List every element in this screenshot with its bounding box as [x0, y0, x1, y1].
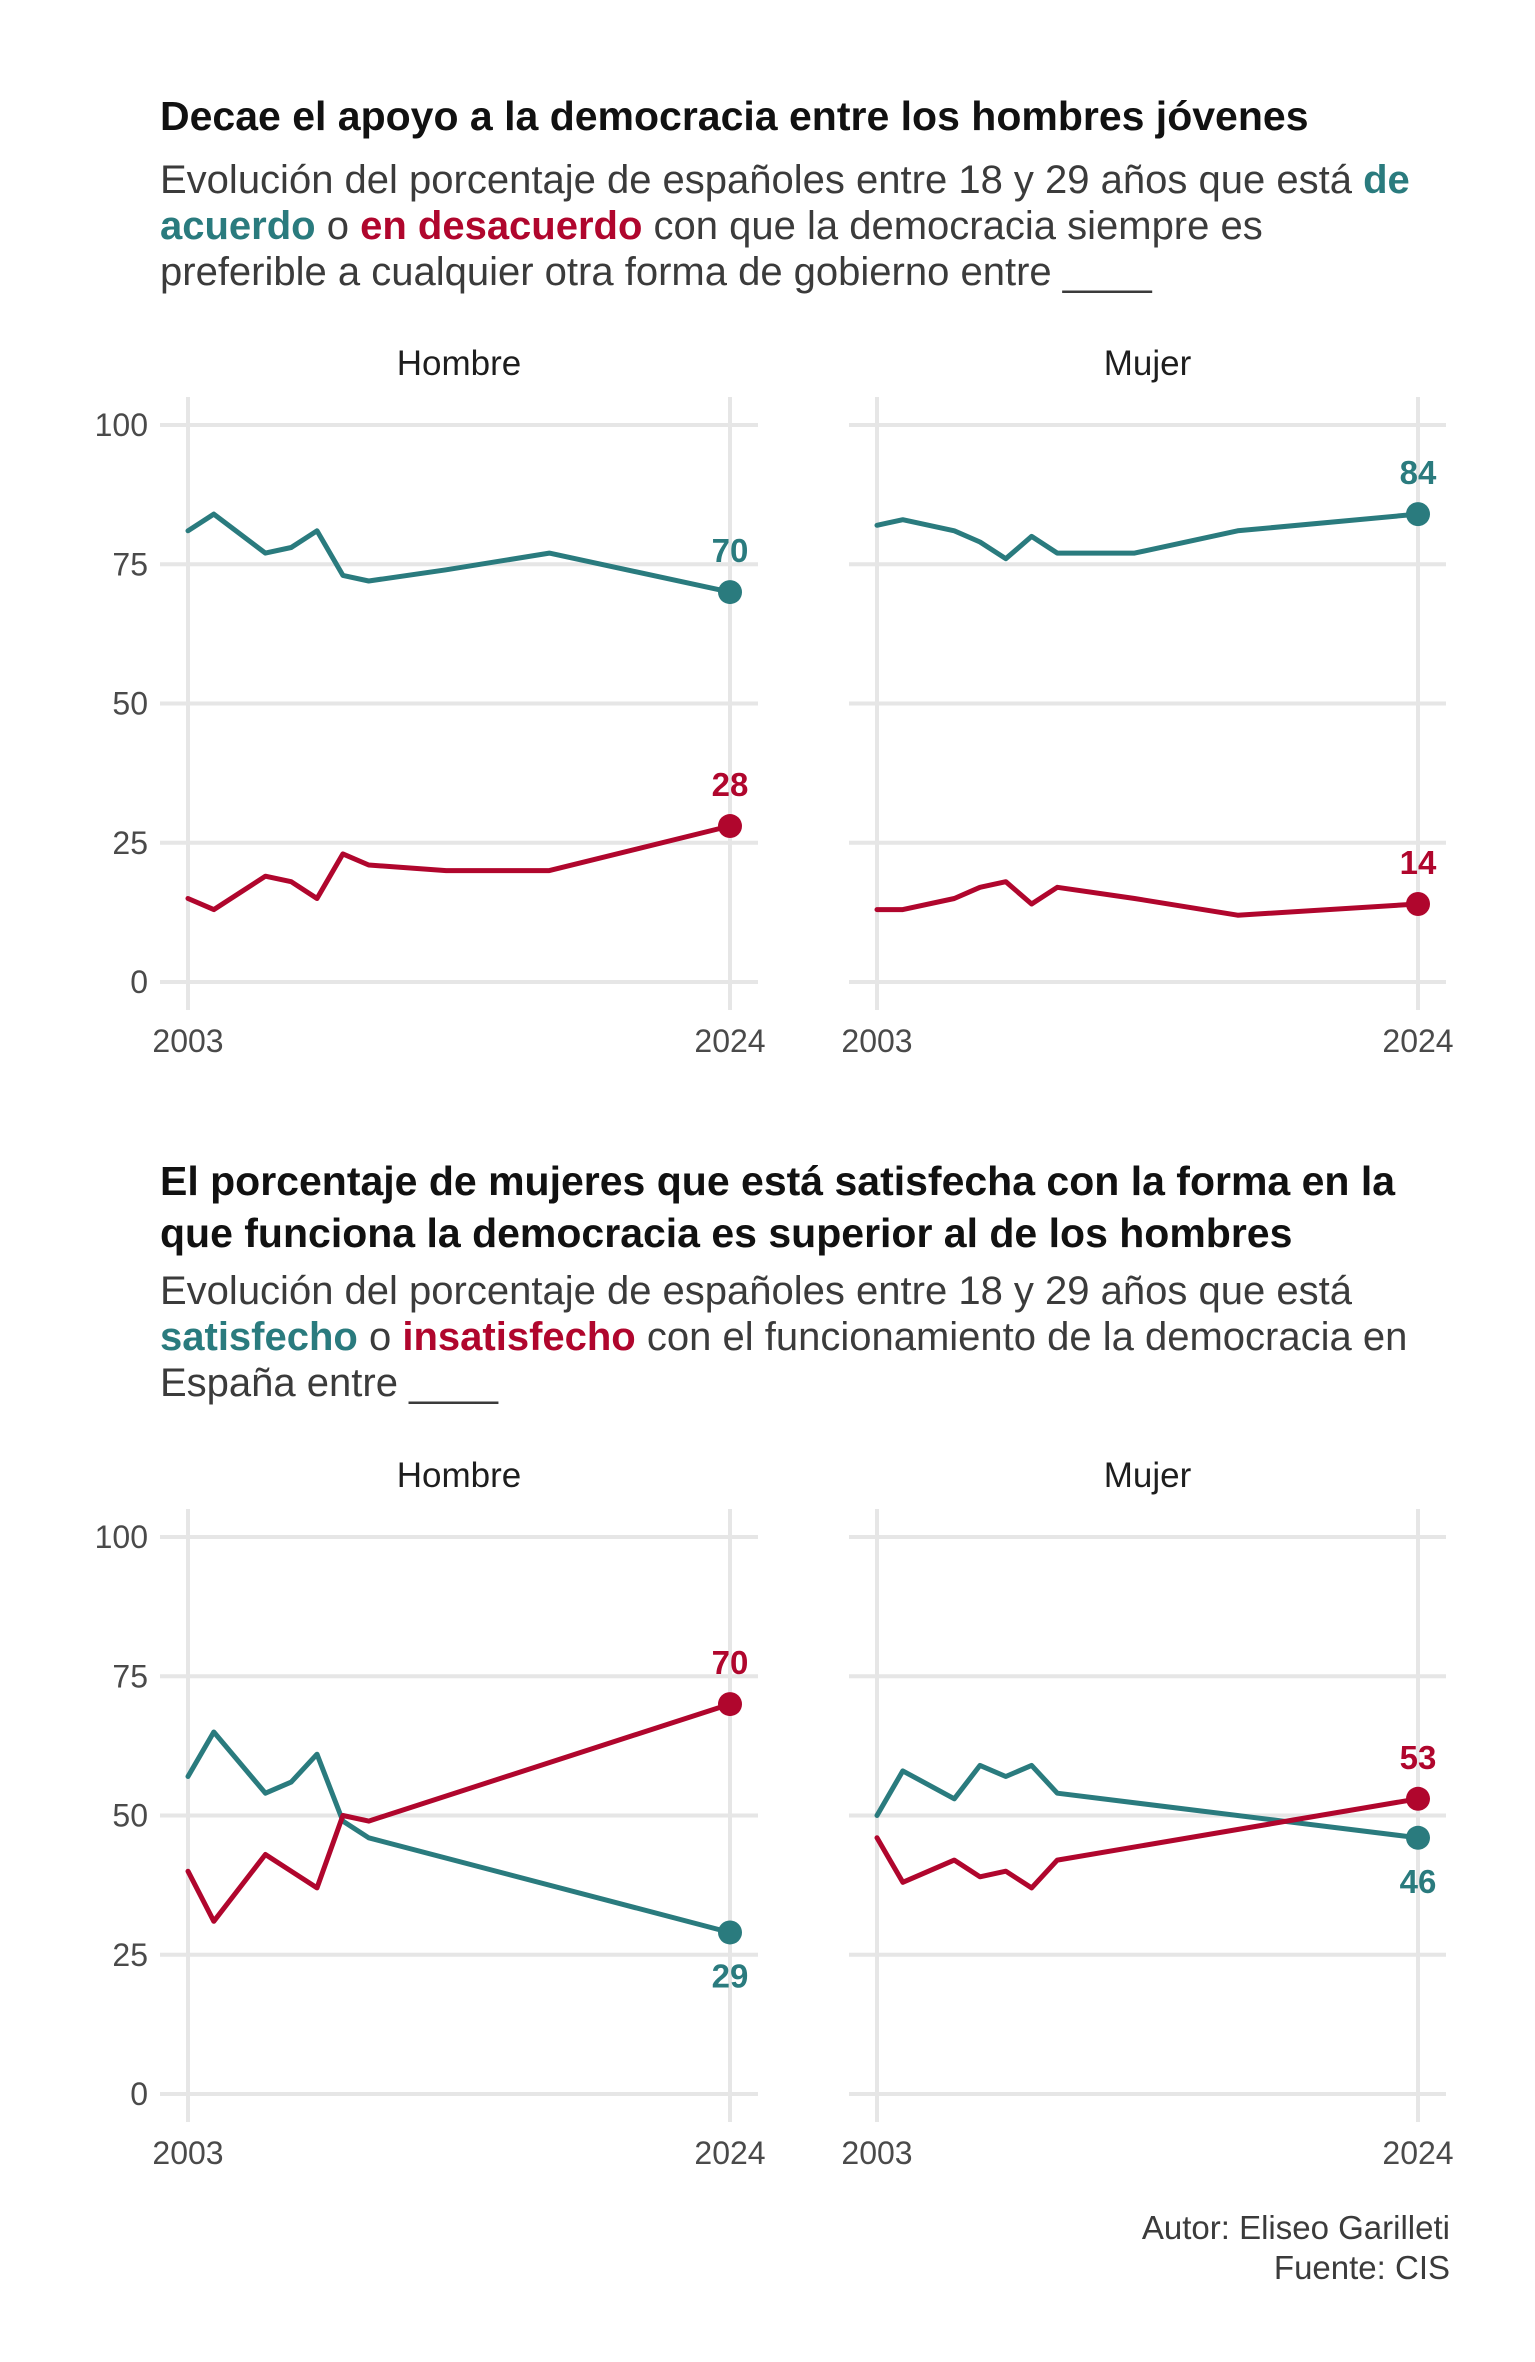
x-tick-label: 2024 — [694, 2135, 765, 2171]
x-tick-label: 2003 — [841, 1023, 912, 1059]
chart-support-mujer: Mujer 2003 2024 84 14 — [841, 344, 1453, 1059]
facet-label: Hombre — [397, 1456, 521, 1495]
y-tick-label: 100 — [95, 407, 148, 443]
end-label-positive: 70 — [712, 532, 749, 569]
legend-positive: de acuerdo — [160, 158, 1410, 248]
y-tick-label: 75 — [112, 546, 148, 582]
y-tick-label: 25 — [112, 1937, 148, 1973]
end-label-negative: 53 — [1400, 1739, 1437, 1776]
end-label-negative: 70 — [712, 1644, 749, 1681]
x-tick-label: 2024 — [1382, 2135, 1453, 2171]
y-tick-label: 75 — [112, 1658, 148, 1694]
end-point-positive — [1406, 1825, 1430, 1850]
end-point-negative — [718, 1692, 742, 1717]
end-label-positive: 84 — [1400, 454, 1437, 491]
y-tick-label: 0 — [130, 964, 148, 1000]
legend-negative: en desacuerdo — [360, 204, 643, 248]
legend-negative: insatisfecho — [402, 1315, 636, 1359]
x-tick-label: 2003 — [152, 2135, 223, 2171]
y-tick-label: 100 — [95, 1519, 148, 1555]
end-label-negative: 28 — [712, 766, 749, 803]
end-label-negative: 14 — [1400, 844, 1437, 881]
chart-satisfaction-hombre: Hombre 0 25 50 75 100 2003 2024 29 70 — [95, 1456, 766, 2171]
y-tick-label: 0 — [130, 2076, 148, 2112]
end-label-positive: 46 — [1400, 1863, 1437, 1900]
y-tick-label: 25 — [112, 825, 148, 861]
y-tick-label: 50 — [112, 1798, 148, 1834]
facet-label: Mujer — [1104, 344, 1192, 383]
series-line-positive — [874, 511, 1421, 562]
x-tick-label: 2024 — [1382, 1023, 1453, 1059]
x-tick-label: 2024 — [694, 1023, 765, 1059]
series-line-positive — [185, 1729, 733, 1935]
x-tick-label: 2003 — [152, 1023, 223, 1059]
chart-subtitle: Evolución del porcentaje de españoles en… — [160, 1269, 1408, 1405]
series-line-positive — [874, 1762, 1421, 1841]
chart-title: El porcentaje de mujeres que está satisf… — [160, 1158, 1396, 1256]
end-point-negative — [718, 814, 742, 839]
author-credit: Autor: Eliseo Garilleti — [1141, 2209, 1450, 2246]
chart-support-hombre: Hombre 0 25 50 75 100 2003 2024 70 28 — [95, 344, 766, 1059]
chart-subtitle: Evolución del porcentaje de españoles en… — [160, 158, 1410, 294]
x-tick-label: 2003 — [841, 2135, 912, 2171]
facet-label: Hombre — [397, 344, 521, 383]
facet-label: Mujer — [1104, 1456, 1192, 1495]
source-credit: Fuente: CIS — [1273, 2249, 1450, 2286]
chart-satisfaction-mujer: Mujer 2003 2024 46 53 — [841, 1456, 1453, 2171]
legend-positive: satisfecho — [160, 1315, 358, 1359]
end-point-positive — [718, 1920, 742, 1945]
y-tick-label: 50 — [112, 686, 148, 722]
end-point-positive — [1406, 502, 1430, 527]
series-line-negative — [185, 823, 733, 913]
chart-title: Decae el apoyo a la democracia entre los… — [160, 93, 1309, 139]
end-point-positive — [718, 580, 742, 605]
series-line-negative — [185, 1701, 733, 1924]
end-label-positive: 29 — [712, 1957, 749, 1994]
credits: Autor: Eliseo Garilleti Fuente: CIS — [1142, 2208, 1450, 2288]
series-line-negative — [874, 879, 1421, 918]
end-point-negative — [1406, 892, 1430, 917]
end-point-negative — [1406, 1786, 1430, 1811]
series-line-positive — [185, 511, 733, 595]
series-line-negative — [874, 1796, 1421, 1891]
